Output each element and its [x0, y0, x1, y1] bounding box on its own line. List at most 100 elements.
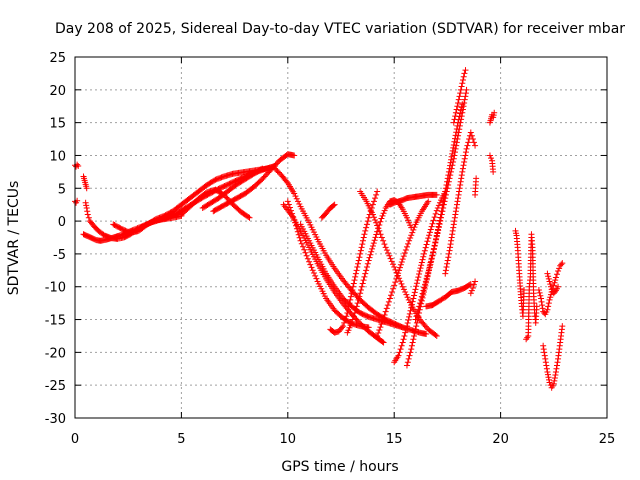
- data-series: [327, 188, 381, 336]
- data-point: [447, 241, 454, 248]
- data-point: [452, 211, 459, 218]
- data-point: [426, 266, 433, 273]
- data-series: [391, 188, 449, 366]
- data-point: [558, 261, 565, 268]
- data-point: [426, 232, 433, 239]
- data-point: [410, 226, 417, 233]
- data-point: [441, 198, 448, 205]
- data-point: [354, 264, 361, 271]
- data-point: [462, 152, 469, 159]
- data-point: [380, 315, 387, 322]
- data-point: [418, 293, 425, 300]
- data-point: [369, 243, 376, 250]
- data-point: [306, 258, 313, 265]
- data-point: [307, 261, 314, 268]
- data-point: [435, 224, 442, 231]
- data-point: [369, 201, 376, 208]
- data-point: [293, 225, 300, 232]
- data-point: [471, 139, 477, 146]
- data-point: [552, 372, 559, 379]
- data-point: [551, 377, 558, 384]
- data-point: [392, 266, 399, 273]
- data-point: [461, 99, 468, 106]
- data-series: [318, 201, 338, 221]
- data-series: [450, 67, 469, 126]
- data-point: [308, 264, 315, 271]
- data-point: [413, 323, 420, 330]
- data-point: [433, 233, 440, 240]
- data-point: [359, 241, 366, 248]
- data-point: [297, 237, 304, 244]
- data-point: [537, 292, 544, 299]
- data-point: [559, 260, 566, 267]
- data-point: [451, 218, 458, 225]
- data-point: [455, 129, 462, 136]
- data-point: [389, 261, 396, 268]
- data-point: [442, 191, 449, 198]
- data-point: [417, 296, 424, 303]
- data-point: [363, 224, 370, 231]
- data-point: [535, 287, 542, 294]
- data-point: [401, 332, 408, 339]
- data-point: [536, 289, 543, 296]
- data-point: [290, 213, 297, 220]
- data-point: [426, 229, 433, 236]
- data-point: [450, 159, 457, 166]
- data-point: [459, 109, 466, 116]
- data-point: [469, 285, 476, 292]
- data-point: [408, 342, 415, 349]
- data-point: [453, 106, 460, 113]
- data-point: [291, 216, 298, 223]
- data-series: [523, 231, 540, 343]
- y-tick-label: -20: [45, 346, 66, 361]
- data-point: [364, 218, 371, 225]
- x-tick-label: 25: [599, 432, 616, 447]
- data-point: [413, 280, 420, 287]
- data-point: [358, 287, 365, 294]
- data-point: [395, 352, 402, 359]
- data-point: [455, 96, 462, 103]
- data-point: [409, 298, 416, 305]
- data-point: [471, 281, 477, 288]
- data-point: [462, 93, 469, 100]
- data-point: [463, 145, 470, 152]
- data-point: [302, 249, 309, 256]
- data-point: [430, 246, 437, 253]
- data-point: [423, 330, 430, 337]
- data-point: [432, 239, 439, 246]
- data-point: [356, 293, 363, 300]
- data-point: [468, 132, 475, 139]
- data-point: [350, 313, 357, 320]
- data-point: [415, 306, 422, 313]
- data-series: [284, 198, 372, 331]
- data-point: [378, 321, 385, 328]
- data-point: [463, 86, 470, 93]
- data-point: [401, 250, 408, 257]
- data-point: [351, 277, 358, 284]
- data-point: [430, 217, 437, 224]
- data-point: [374, 188, 381, 195]
- data-point: [458, 175, 465, 182]
- data-point: [420, 287, 427, 294]
- y-tick-label: 10: [49, 149, 66, 164]
- data-point: [409, 339, 416, 346]
- data-point: [381, 311, 388, 318]
- data-point: [459, 165, 466, 172]
- y-tick-label: 0: [58, 215, 66, 230]
- data-point: [357, 247, 364, 254]
- data-point: [361, 273, 368, 280]
- data-point: [444, 260, 451, 267]
- data-point: [447, 172, 454, 179]
- data-point: [455, 195, 462, 202]
- data-point: [452, 109, 459, 116]
- data-point: [406, 313, 413, 320]
- data-series: [386, 191, 440, 208]
- data-point: [380, 237, 387, 244]
- data-point: [398, 280, 405, 287]
- data-point: [408, 304, 415, 311]
- data-point: [421, 247, 428, 254]
- data-point: [456, 122, 463, 129]
- data-series: [544, 270, 562, 297]
- data-point: [458, 116, 465, 123]
- data-point: [344, 309, 351, 316]
